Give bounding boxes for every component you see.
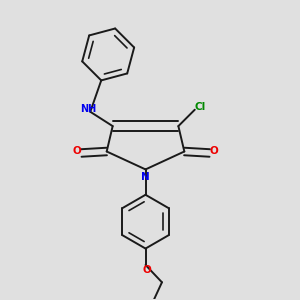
Text: Cl: Cl xyxy=(194,102,206,112)
Text: O: O xyxy=(210,146,219,157)
Text: NH: NH xyxy=(80,104,96,114)
Text: O: O xyxy=(73,146,81,157)
Text: O: O xyxy=(142,265,152,275)
Text: N: N xyxy=(141,172,150,182)
